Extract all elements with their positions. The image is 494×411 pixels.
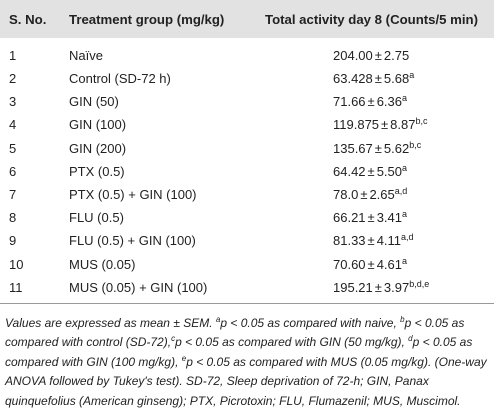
activity-sem: 5.62 xyxy=(383,140,410,156)
cell-total-activity: 135.67 ±5.62b,c xyxy=(257,137,494,160)
cell-total-activity: 64.42 ±5.50a xyxy=(257,160,494,183)
plus-minus-sign: ± xyxy=(367,210,375,226)
activity-mean: 204.00 xyxy=(333,48,373,63)
activity-sem: 2.75 xyxy=(383,48,410,63)
significance-superscript: b,c xyxy=(415,116,428,127)
plus-minus-sign: ± xyxy=(367,94,375,110)
cell-total-activity: 119.875 ±8.87b,c xyxy=(257,113,494,136)
header-treatment-group: Treatment group (mg/kg) xyxy=(57,0,257,38)
activity-mean: 195.21 xyxy=(333,279,373,295)
cell-serial-number: 9 xyxy=(9,233,17,249)
table-row: 1 Naïve 204.00 ±2.75 xyxy=(0,38,494,67)
cell-treatment-group: FLU (0.5) + GIN (100) xyxy=(69,233,196,249)
cell-total-activity: 81.33 ±4.11a,d xyxy=(257,229,494,252)
activity-sem: 5.68 xyxy=(383,71,410,87)
cell-serial-number: 10 xyxy=(9,256,24,272)
significance-superscript: a xyxy=(402,93,408,104)
cell-treatment-group: FLU (0.5) xyxy=(69,210,124,226)
cell-treatment-group: GIN (50) xyxy=(69,94,119,110)
cell-serial-number: 1 xyxy=(9,48,17,63)
activity-sem: 3.97 xyxy=(383,279,410,295)
cell-treatment-group: MUS (0.05) xyxy=(69,256,136,272)
cell-serial-number: 3 xyxy=(9,94,17,110)
cell-serial-number: 8 xyxy=(9,210,17,226)
cell-total-activity: 66.21 ±3.41a xyxy=(257,206,494,229)
table-bottom-rule xyxy=(0,302,494,304)
cell-total-activity: 70.60 ±4.61a xyxy=(257,253,494,276)
activity-mean: 135.67 xyxy=(333,140,373,156)
activity-mean: 66.21 xyxy=(333,210,366,226)
table-row: 8 FLU (0.5) 66.21 ±3.41a xyxy=(0,206,494,229)
activity-mean: 78.0 xyxy=(333,187,359,203)
table-row: 11 MUS (0.05) + GIN (100) 195.21 ±3.97b,d,e xyxy=(0,276,494,303)
significance-superscript: a xyxy=(402,162,408,173)
significance-superscript: a,d xyxy=(401,232,414,243)
activity-mean: 71.66 xyxy=(333,94,366,110)
plus-minus-sign: ± xyxy=(367,233,375,249)
table-row: 6 PTX (0.5) 64.42 ±5.50a xyxy=(0,160,494,183)
cell-serial-number: 5 xyxy=(9,140,17,156)
cell-treatment-group: Control (SD-72 h) xyxy=(69,71,171,87)
plus-minus-sign: ± xyxy=(360,187,368,203)
table-header-row: S. No. Treatment group (mg/kg) Total act… xyxy=(0,0,494,38)
significance-superscript: b,d,e xyxy=(409,278,430,289)
cell-total-activity: 204.00 ±2.75 xyxy=(257,38,494,67)
header-serial-number: S. No. xyxy=(0,0,57,38)
cell-serial-number: 2 xyxy=(9,71,17,87)
plus-minus-sign: ± xyxy=(367,163,375,179)
cell-serial-number: 7 xyxy=(9,187,17,203)
activity-sem: 2.65 xyxy=(369,187,395,203)
cell-serial-number: 6 xyxy=(9,163,17,179)
plus-minus-sign: ± xyxy=(374,48,382,63)
activity-sem: 8.87 xyxy=(390,117,416,133)
results-table-container: S. No. Treatment group (mg/kg) Total act… xyxy=(0,0,494,304)
table-footnote: Values are expressed as mean ± SEM. ap <… xyxy=(5,314,487,408)
table-row: 10 MUS (0.05) 70.60 ±4.61a xyxy=(0,253,494,276)
table-row: 3 GIN (50) 71.66 ±6.36a xyxy=(0,90,494,113)
activity-mean: 64.42 xyxy=(333,163,366,179)
activity-mean: 70.60 xyxy=(333,256,366,272)
activity-mean: 63.428 xyxy=(333,71,373,87)
plus-minus-sign: ± xyxy=(374,140,382,156)
cell-total-activity: 195.21 ±3.97b,d,e xyxy=(257,276,494,303)
cell-total-activity: 71.66 ±6.36a xyxy=(257,90,494,113)
header-total-activity: Total activity day 8 (Counts/5 min) xyxy=(257,0,494,38)
table-row: 7 PTX (0.5) + GIN (100) 78.0 ±2.65a,d xyxy=(0,183,494,206)
cell-total-activity: 78.0 ±2.65a,d xyxy=(257,183,494,206)
cell-treatment-group: GIN (200) xyxy=(69,140,127,156)
cell-treatment-group: GIN (100) xyxy=(69,117,127,133)
results-table: S. No. Treatment group (mg/kg) Total act… xyxy=(0,0,494,303)
activity-sem: 4.11 xyxy=(376,233,402,249)
table-row: 4 GIN (100) 119.875 ±8.87b,c xyxy=(0,113,494,136)
activity-sem: 4.61 xyxy=(376,256,402,272)
significance-superscript: a xyxy=(402,209,408,220)
table-body: 1 Naïve 204.00 ±2.75 2 Control (SD-72 h) 63.42… xyxy=(0,38,494,303)
cell-serial-number: 4 xyxy=(9,117,17,133)
significance-superscript: b,c xyxy=(409,139,422,150)
table-row: 2 Control (SD-72 h) 63.428 ±5.68a xyxy=(0,67,494,90)
plus-minus-sign: ± xyxy=(374,279,382,295)
activity-sem: 5.50 xyxy=(376,163,402,179)
table-row: 5 GIN (200) 135.67 ±5.62b,c xyxy=(0,137,494,160)
activity-sem: 6.36 xyxy=(376,94,402,110)
activity-sem: 3.41 xyxy=(376,210,402,226)
cell-treatment-group: PTX (0.5) + GIN (100) xyxy=(69,187,197,203)
significance-superscript: a xyxy=(402,255,408,266)
plus-minus-sign: ± xyxy=(374,71,382,87)
plus-minus-sign: ± xyxy=(367,256,375,272)
cell-treatment-group: MUS (0.05) + GIN (100) xyxy=(69,279,208,295)
cell-treatment-group: Naïve xyxy=(69,48,103,63)
table-row: 9 FLU (0.5) + GIN (100) 81.33 ±4.11a,d xyxy=(0,229,494,252)
significance-superscript: a,d xyxy=(394,186,408,197)
cell-total-activity: 63.428 ±5.68a xyxy=(257,67,494,90)
cell-serial-number: 11 xyxy=(9,279,23,295)
significance-superscript: a xyxy=(409,70,415,81)
plus-minus-sign: ± xyxy=(381,117,389,133)
cell-treatment-group: PTX (0.5) xyxy=(69,163,125,179)
activity-mean: 81.33 xyxy=(333,233,366,249)
activity-mean: 119.875 xyxy=(333,117,380,133)
